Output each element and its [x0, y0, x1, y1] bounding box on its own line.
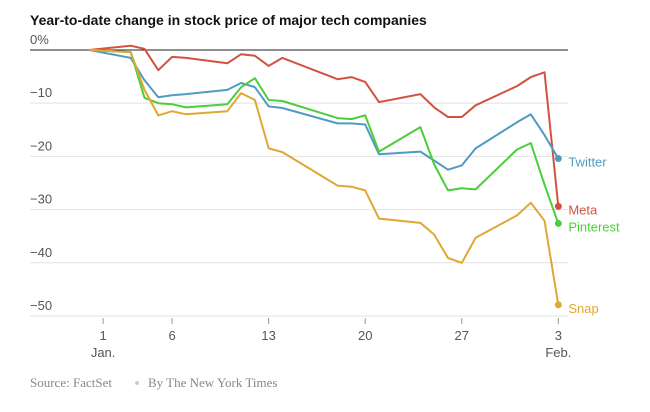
x-tick-label: 20 [358, 328, 372, 343]
series-label: Twitter [568, 155, 607, 170]
x-tick-label: 1 [99, 328, 106, 343]
end-dot [554, 219, 562, 227]
x-tick-label: 6 [168, 328, 175, 343]
series-line [89, 49, 560, 305]
series-label: Snap [568, 301, 598, 316]
chart-title: Year-to-date change in stock price of ma… [30, 12, 427, 28]
y-tick-label: −40 [30, 245, 52, 260]
end-dot [554, 202, 562, 210]
y-tick-label: −20 [30, 138, 52, 153]
series-line [89, 44, 560, 207]
separator [135, 381, 139, 385]
y-tick-label: −50 [30, 298, 52, 313]
x-month-label: Feb. [545, 345, 571, 360]
credit: By The New York Times [148, 375, 277, 390]
y-tick-label: −10 [30, 85, 52, 100]
series-label: Pinterest [568, 219, 620, 234]
end-dot [554, 301, 562, 309]
end-dot [554, 155, 562, 163]
x-tick-label: 3 [555, 328, 562, 343]
series-label: Meta [568, 202, 598, 217]
x-month-label: Jan. [91, 345, 116, 360]
y-tick-label: −30 [30, 192, 52, 207]
series-line [89, 49, 560, 224]
source: Source: FactSet [30, 375, 112, 390]
y-tick-label: 0% [30, 32, 49, 47]
series-line [89, 49, 560, 171]
x-tick-label: 13 [261, 328, 275, 343]
x-tick-label: 27 [455, 328, 469, 343]
